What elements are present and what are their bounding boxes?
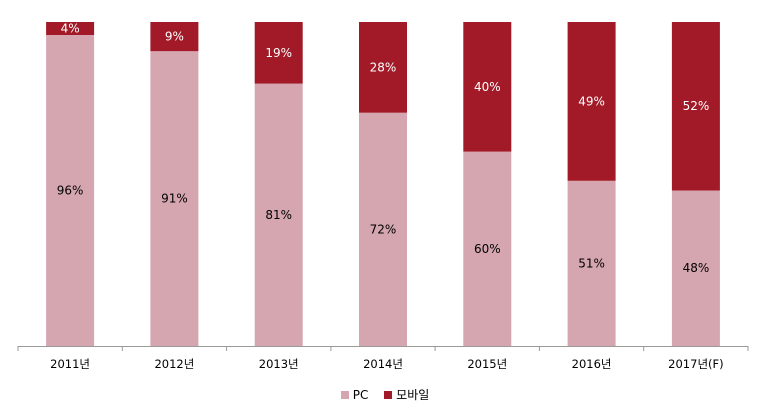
data-label-mobile-2: 19% bbox=[265, 46, 292, 60]
x-tick-label-1: 2012년 bbox=[154, 357, 194, 371]
data-label-pc-3: 72% bbox=[370, 222, 397, 236]
x-tick-label-4: 2015년 bbox=[467, 357, 507, 371]
legend-swatch-mobile bbox=[384, 390, 393, 399]
bar-pc-4 bbox=[463, 151, 512, 346]
bar-pc-3 bbox=[359, 112, 407, 346]
data-label-pc-5: 51% bbox=[578, 256, 605, 270]
bar-pc-6 bbox=[671, 190, 720, 346]
x-tick-label-6: 2017년(F) bbox=[668, 357, 723, 371]
data-label-pc-1: 91% bbox=[161, 192, 188, 206]
bar-mobile-2 bbox=[254, 22, 303, 84]
legend-label-pc: PC bbox=[352, 387, 369, 402]
legend-item-pc: PC bbox=[340, 387, 369, 402]
x-tick-label-0: 2011년 bbox=[50, 357, 90, 371]
data-label-mobile-0: 4% bbox=[61, 22, 80, 36]
bar-pc-2 bbox=[254, 83, 303, 346]
data-label-pc-6: 48% bbox=[683, 261, 710, 275]
bar-mobile-0 bbox=[46, 22, 95, 35]
legend-item-mobile: 모바일 bbox=[384, 386, 429, 403]
bar-pc-1 bbox=[150, 51, 199, 346]
legend-label-mobile: 모바일 bbox=[396, 388, 430, 402]
data-label-pc-4: 60% bbox=[474, 242, 501, 256]
x-tick-label-5: 2016년 bbox=[572, 357, 612, 371]
bar-mobile-5 bbox=[567, 22, 616, 181]
data-label-mobile-5: 49% bbox=[578, 94, 605, 108]
bar-mobile-4 bbox=[463, 22, 512, 152]
legend: PC 모바일 bbox=[0, 386, 770, 403]
bar-mobile-3 bbox=[359, 22, 407, 113]
data-label-pc-0: 96% bbox=[57, 184, 84, 198]
data-label-mobile-4: 40% bbox=[474, 80, 501, 94]
legend-swatch-pc bbox=[340, 390, 349, 399]
data-label-pc-2: 81% bbox=[265, 208, 292, 222]
data-label-mobile-6: 52% bbox=[683, 99, 710, 113]
data-label-mobile-1: 9% bbox=[165, 30, 184, 44]
bar-mobile-6 bbox=[671, 22, 720, 191]
bar-pc-5 bbox=[567, 180, 616, 346]
x-tick-label-3: 2014년 bbox=[363, 357, 403, 371]
data-label-mobile-3: 28% bbox=[370, 60, 397, 74]
x-tick-label-2: 2013년 bbox=[259, 357, 299, 371]
bar-mobile-1 bbox=[150, 22, 199, 52]
bar-pc-0 bbox=[46, 35, 95, 346]
